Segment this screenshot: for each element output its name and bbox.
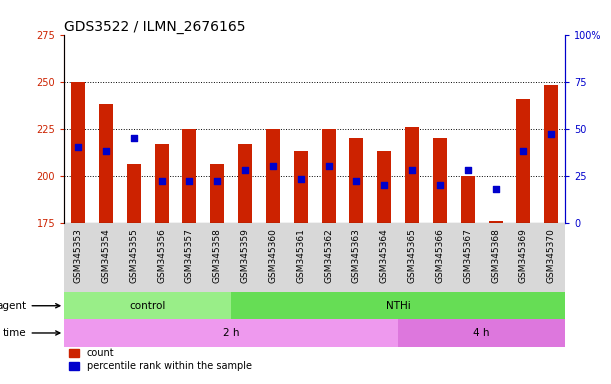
Point (379, 182, 389, 188)
Bar (516, 99, 530, 223)
Text: GSM345369: GSM345369 (519, 228, 528, 283)
Text: NTHi: NTHi (386, 301, 411, 311)
Bar (99, 104, 113, 223)
Point (73, 144, 83, 151)
Point (129, 135, 139, 141)
Bar (321, 129, 335, 223)
Text: GSM345355: GSM345355 (130, 228, 138, 283)
Bar (210, 164, 224, 223)
Bar (461, 176, 475, 223)
Text: GSM345364: GSM345364 (380, 228, 389, 283)
Point (435, 182, 445, 188)
Point (213, 178, 222, 184)
Text: GSM345356: GSM345356 (157, 228, 166, 283)
Bar (489, 221, 502, 223)
Text: GSM345361: GSM345361 (296, 228, 306, 283)
Text: GDS3522 / ILMN_2676165: GDS3522 / ILMN_2676165 (64, 20, 246, 33)
Bar (155, 144, 169, 223)
Bar (71, 82, 85, 223)
Point (407, 167, 417, 173)
Legend: count, percentile rank within the sample: count, percentile rank within the sample (69, 349, 252, 371)
Point (351, 178, 361, 184)
Text: GSM345360: GSM345360 (268, 228, 277, 283)
Point (156, 178, 166, 184)
Bar (405, 127, 419, 223)
Bar (349, 138, 364, 223)
Text: GSM345357: GSM345357 (185, 228, 194, 283)
Text: GSM345367: GSM345367 (463, 228, 472, 283)
Bar (398, 319, 565, 347)
Bar (266, 129, 280, 223)
Text: control: control (130, 301, 166, 311)
Text: GSM345354: GSM345354 (101, 228, 111, 283)
Text: 4 h: 4 h (474, 328, 490, 338)
Point (240, 167, 250, 173)
Bar (294, 151, 308, 223)
Text: GSM345370: GSM345370 (547, 228, 556, 283)
Bar (231, 292, 565, 319)
Bar (544, 85, 558, 223)
Bar (183, 129, 196, 223)
Text: GSM345359: GSM345359 (241, 228, 249, 283)
Point (296, 176, 306, 182)
Text: GSM345358: GSM345358 (213, 228, 222, 283)
Bar (64, 292, 231, 319)
Text: GSM345362: GSM345362 (324, 228, 333, 283)
Bar (238, 144, 252, 223)
Point (546, 131, 556, 137)
Point (463, 167, 473, 173)
Text: GSM345365: GSM345365 (408, 228, 417, 283)
Bar (378, 151, 391, 223)
Bar (64, 319, 398, 347)
Text: GSM345363: GSM345363 (352, 228, 361, 283)
Point (519, 148, 529, 154)
Text: 2 h: 2 h (223, 328, 240, 338)
Point (491, 186, 500, 192)
Bar (433, 138, 447, 223)
Point (185, 178, 194, 184)
Text: agent: agent (0, 301, 60, 311)
Bar (127, 164, 141, 223)
Text: GSM345368: GSM345368 (491, 228, 500, 283)
Point (324, 163, 334, 169)
Point (268, 163, 278, 169)
Text: time: time (3, 328, 60, 338)
Point (101, 148, 111, 154)
Text: GSM345353: GSM345353 (73, 228, 82, 283)
Text: GSM345366: GSM345366 (436, 228, 444, 283)
